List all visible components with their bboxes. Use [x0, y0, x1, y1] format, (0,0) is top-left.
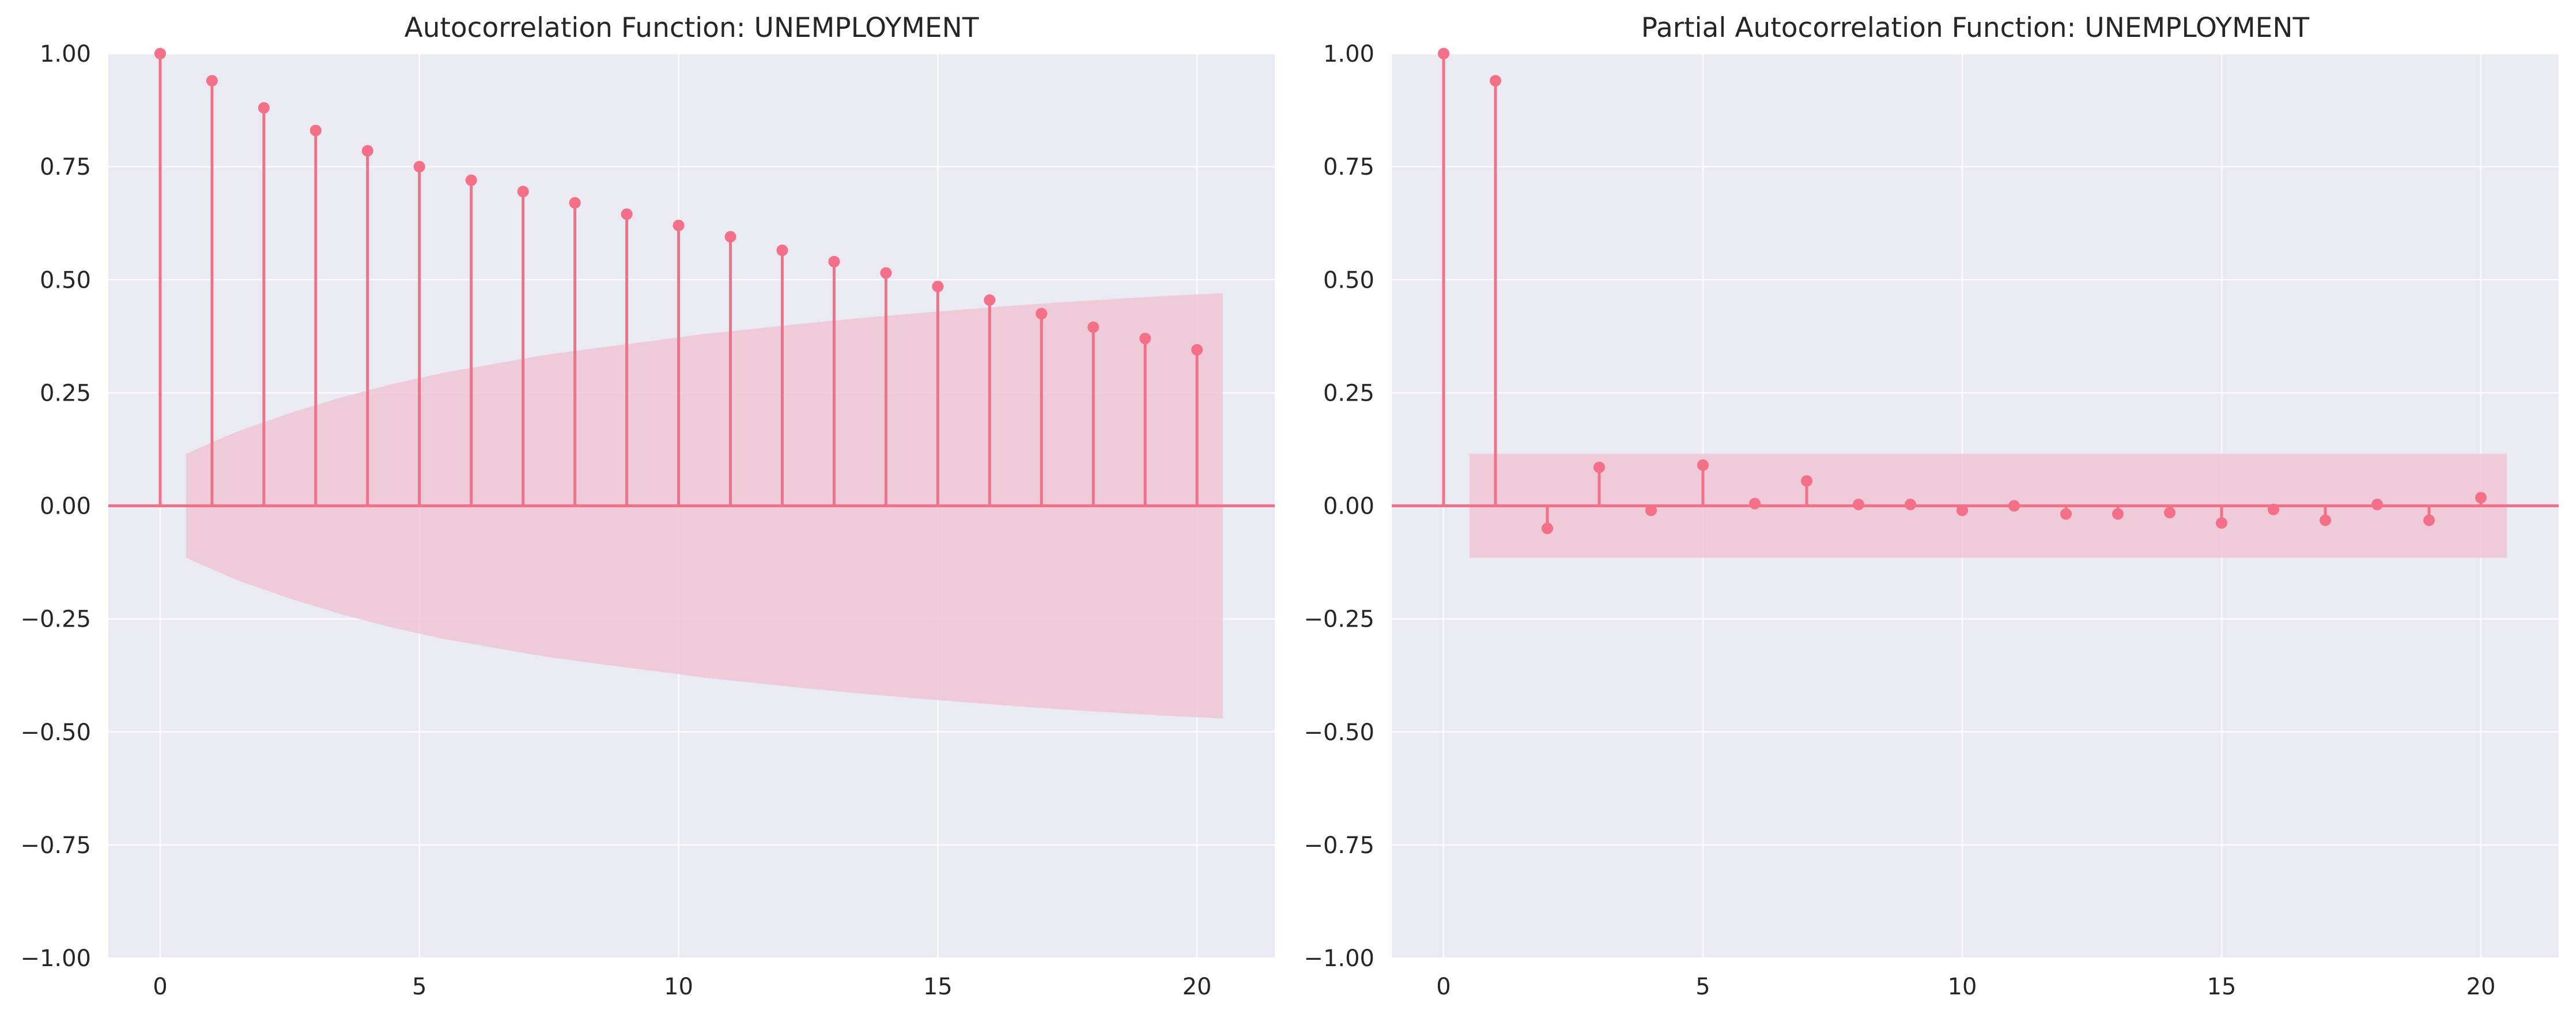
pacf-x-tick-label: 15 — [2207, 974, 2237, 1000]
pacf-marker-lag-0 — [1438, 48, 1449, 59]
acf-x-tick-label: 5 — [412, 974, 426, 1000]
pacf-y-tick-labels: −1.00 −0.75 −0.50 −0.25 0.00 0.25 0.50 0.75 1.00 — [1304, 41, 1374, 972]
acf-marker-lag-17 — [1036, 308, 1048, 320]
acf-stems — [154, 48, 1203, 506]
pacf-title: Partial Autocorrelation Function: UNEMPL… — [1641, 12, 2310, 44]
acf-marker-lag-2 — [258, 102, 270, 114]
acf-marker-lag-14 — [880, 267, 892, 279]
acf-marker-lag-15 — [932, 281, 944, 293]
pacf-marker-lag-4 — [1645, 504, 1657, 516]
pacf-marker-lag-13 — [2112, 508, 2124, 520]
acf-y-tick-label: 0.25 — [40, 380, 91, 406]
acf-x-tick-label: 15 — [923, 974, 953, 1000]
acf-y-tick-label: −0.50 — [20, 719, 91, 746]
acf-marker-lag-10 — [673, 220, 685, 232]
pacf-y-tick-label: −0.25 — [1304, 606, 1374, 633]
pacf-x-tick-label: 10 — [1948, 974, 1977, 1000]
acf-x-tick-label: 20 — [1183, 974, 1212, 1000]
pacf-y-tick-label: 0.50 — [1323, 267, 1374, 293]
acf-marker-lag-8 — [569, 197, 581, 209]
pacf-chart: 0 5 10 15 20 −1.00 −0.75 −0.50 −0.25 0.00 0.25 0.5… — [1304, 12, 2559, 1000]
acf-marker-lag-1 — [206, 75, 218, 87]
acf-marker-lag-7 — [517, 186, 529, 198]
pacf-marker-lag-17 — [2320, 514, 2331, 526]
acf-marker-lag-9 — [621, 208, 633, 220]
pacf-y-tick-label: 0.75 — [1323, 154, 1374, 180]
acf-y-tick-label: 1.00 — [40, 41, 91, 67]
acf-marker-lag-20 — [1191, 344, 1203, 356]
pacf-y-tick-label: −0.50 — [1304, 719, 1374, 746]
pacf-marker-lag-6 — [1749, 497, 1761, 510]
pacf-marker-lag-10 — [1956, 504, 1968, 516]
acf-title: Autocorrelation Function: UNEMPLOYMENT — [405, 12, 979, 44]
pacf-x-tick-label: 20 — [2467, 974, 2496, 1000]
pacf-marker-lag-8 — [1853, 499, 1864, 511]
acf-y-tick-label: −0.25 — [20, 606, 91, 633]
pacf-marker-lag-1 — [1490, 75, 1501, 87]
acf-marker-lag-12 — [776, 244, 788, 257]
pacf-marker-lag-16 — [2268, 503, 2279, 515]
acf-chart: 0 5 10 15 20 −1.00 −0.75 −0.50 −0.25 0.00 0.25 0.5… — [20, 12, 1275, 1000]
pacf-x-tick-label: 5 — [1695, 974, 1710, 1000]
acf-x-tick-label: 10 — [664, 974, 693, 1000]
acf-x-tick-label: 0 — [153, 974, 167, 1000]
pacf-marker-lag-20 — [2475, 492, 2487, 504]
acf-y-tick-labels: −1.00 −0.75 −0.50 −0.25 0.00 0.25 0.50 0.75 1.00 — [20, 41, 91, 972]
pacf-marker-lag-5 — [1697, 459, 1709, 471]
acf-marker-lag-0 — [154, 48, 166, 59]
pacf-marker-lag-19 — [2423, 514, 2435, 526]
pacf-marker-lag-15 — [2216, 517, 2227, 529]
acf-marker-lag-19 — [1139, 333, 1151, 345]
pacf-stems — [1438, 48, 2487, 534]
acf-marker-lag-13 — [828, 255, 840, 267]
pacf-marker-lag-11 — [2008, 500, 2020, 512]
acf-marker-lag-5 — [413, 161, 425, 173]
pacf-marker-lag-18 — [2371, 499, 2383, 511]
pacf-marker-lag-7 — [1801, 475, 1812, 487]
pacf-marker-lag-3 — [1593, 461, 1605, 473]
acf-y-tick-label: 0.75 — [40, 154, 91, 180]
acf-marker-lag-18 — [1087, 321, 1100, 333]
acf-y-tick-label: −0.75 — [20, 832, 91, 859]
pacf-marker-lag-9 — [1905, 499, 1916, 511]
acf-y-tick-label: 0.50 — [40, 267, 91, 293]
acf-y-tick-label: −1.00 — [20, 945, 91, 972]
acf-marker-lag-6 — [465, 174, 477, 186]
acf-marker-lag-4 — [361, 145, 373, 157]
acf-y-tick-label: 0.00 — [40, 493, 91, 520]
pacf-marker-lag-2 — [1542, 522, 1553, 534]
acf-marker-lag-11 — [724, 231, 736, 243]
pacf-x-tick-label: 0 — [1436, 974, 1451, 1000]
pacf-y-tick-label: 0.25 — [1323, 380, 1374, 406]
acf-x-tick-labels: 0 5 10 15 20 — [153, 974, 1211, 1000]
acf-marker-lag-3 — [309, 125, 322, 137]
pacf-marker-lag-14 — [2164, 507, 2175, 519]
pacf-x-tick-labels: 0 5 10 15 20 — [1436, 974, 2495, 1000]
pacf-marker-lag-12 — [2060, 508, 2072, 520]
pacf-y-tick-label: 1.00 — [1323, 41, 1374, 67]
acf-marker-lag-16 — [984, 294, 996, 306]
pacf-y-tick-label: −0.75 — [1304, 832, 1374, 859]
pacf-y-tick-label: 0.00 — [1323, 493, 1374, 520]
pacf-y-tick-label: −1.00 — [1304, 945, 1374, 972]
